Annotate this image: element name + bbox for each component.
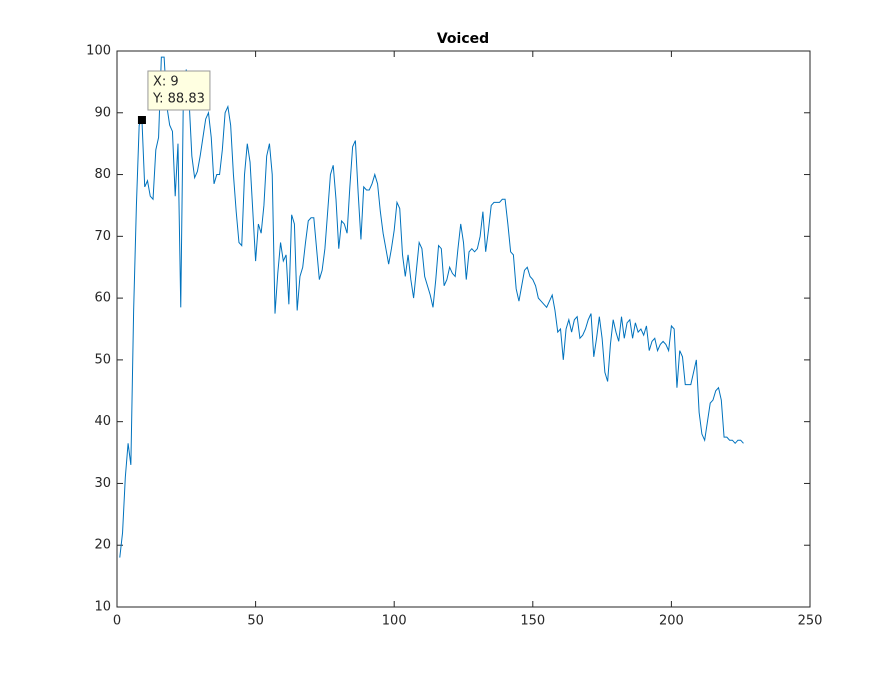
- datatip-box: [147, 70, 211, 111]
- x-tick-label: 100: [382, 614, 407, 629]
- plot-area: [116, 50, 811, 608]
- y-tick-label: 20: [94, 538, 111, 553]
- y-tick-label: 100: [86, 44, 111, 59]
- y-tick-label: 90: [94, 105, 111, 120]
- y-tick-label: 50: [94, 352, 111, 367]
- y-tick-label: 10: [94, 600, 111, 615]
- x-tick-label: 250: [798, 614, 823, 629]
- datatip-label: Y: 88.83: [152, 92, 205, 107]
- data-line: [119, 56, 744, 558]
- x-tick-label: 200: [659, 614, 684, 629]
- x-tick-label: 0: [113, 614, 121, 629]
- y-tick-label: 60: [94, 291, 111, 306]
- y-tick-label: 30: [94, 476, 111, 491]
- datatip-label: X: 9: [153, 75, 179, 90]
- chart-title: Voiced: [437, 31, 489, 47]
- y-tick-label: 80: [94, 167, 111, 182]
- x-tick-label: 150: [520, 614, 545, 629]
- y-tick-label: 70: [94, 229, 111, 244]
- y-tick-label: 40: [94, 414, 111, 429]
- datatip-marker: [137, 116, 146, 125]
- x-tick-label: 50: [247, 614, 264, 629]
